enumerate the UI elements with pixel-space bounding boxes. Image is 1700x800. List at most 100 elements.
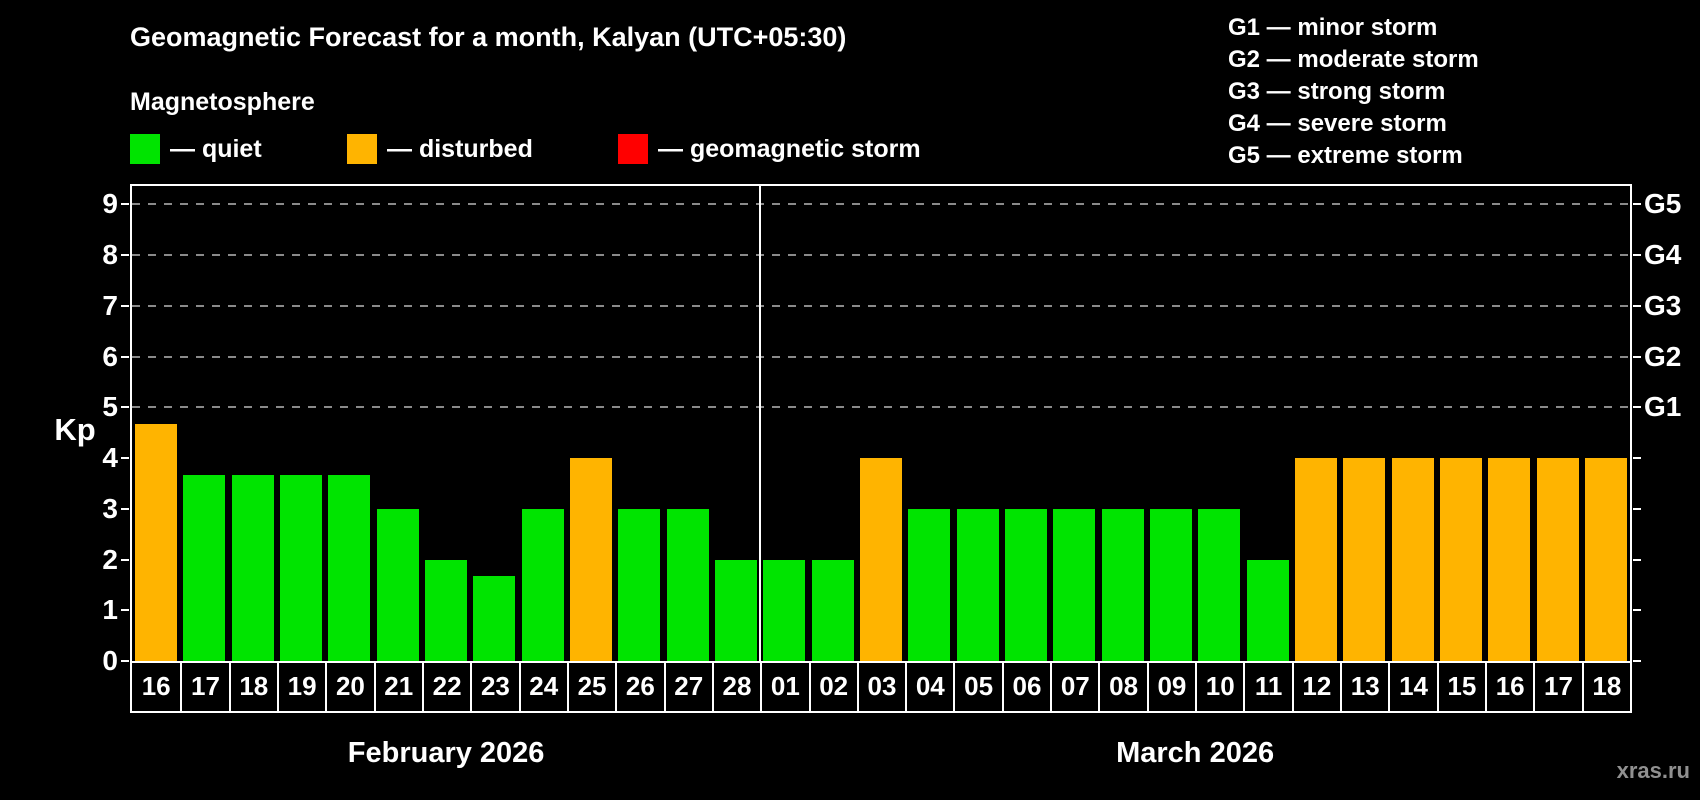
day-label: 16 — [141, 671, 171, 701]
g-level-label-g1: G1 — [1644, 391, 1682, 423]
legend-item-quiet: — quiet — [130, 133, 262, 165]
kp-bar — [570, 458, 613, 661]
y-tick-left — [121, 254, 129, 257]
day-label: 15 — [1436, 663, 1485, 711]
kp-bar — [328, 474, 371, 661]
y-tick-left — [121, 507, 129, 510]
kp-bar — [1536, 458, 1579, 661]
y-tick-right — [1633, 507, 1641, 510]
y-tick-left — [121, 457, 129, 459]
y-axis-label-5: 5 — [102, 391, 118, 423]
day-label: 19 — [276, 663, 325, 711]
day-label: 08 — [1098, 663, 1146, 711]
kp-bar — [376, 508, 419, 661]
day-label: 11 — [1243, 663, 1291, 711]
y-axis-label-7: 7 — [102, 289, 118, 321]
y-tick-right — [1633, 203, 1641, 206]
y-tick-left — [121, 609, 129, 612]
kp-bar — [715, 559, 758, 661]
y-tick-right — [1633, 457, 1641, 459]
g-legend-item: G2 — moderate storm — [1228, 46, 1479, 73]
kp-bar — [521, 508, 564, 661]
day-label: 16 — [1485, 663, 1533, 711]
y-tick-right — [1633, 254, 1641, 257]
gridline-g4 — [132, 254, 1630, 257]
g-scale-legend: G1 — minor storm G2 — moderate storm G3 — … — [1228, 12, 1479, 172]
day-label: 06 — [1001, 663, 1050, 711]
y-tick-right — [1633, 355, 1641, 358]
day-label: 27 — [663, 663, 712, 711]
y-axis-label-3: 3 — [102, 492, 118, 524]
day-label: 14 — [1388, 663, 1436, 711]
y-tick-right — [1633, 660, 1641, 662]
chart-title: Geomagnetic Forecast for a month, Kalyan… — [130, 22, 847, 52]
disturbed-label: — disturbed — [387, 135, 533, 163]
kp-bar — [1004, 508, 1047, 661]
y-tick-right — [1633, 406, 1641, 409]
day-label: 22 — [421, 663, 470, 711]
day-label: 07 — [1050, 663, 1098, 711]
g-legend-item: G1 — minor storm — [1228, 14, 1438, 41]
day-label: 20 — [325, 663, 373, 711]
day-label: 25 — [566, 663, 615, 711]
day-label: 09 — [1146, 663, 1195, 711]
gridline-g5 — [132, 203, 1630, 206]
kp-bar — [618, 508, 661, 661]
day-label: 26 — [615, 663, 663, 711]
kp-bar — [135, 424, 178, 661]
day-label: 21 — [373, 663, 422, 711]
g-level-label-g5: G5 — [1644, 188, 1682, 220]
kp-bar — [956, 508, 999, 661]
day-label: 18 — [228, 663, 277, 711]
chart-subtitle: Magnetosphere — [130, 88, 315, 116]
day-label: 04 — [905, 663, 953, 711]
y-tick-left — [121, 406, 129, 409]
gridline-g1 — [132, 406, 1630, 409]
day-axis: 16 17 18 19 20 21 22 23 24 25 26 27 28 01 02 03 04 05 06 07… — [130, 663, 1632, 713]
g-legend-item: G3 — strong storm — [1228, 78, 1446, 105]
y-tick-left — [121, 558, 129, 561]
quiet-label: — quiet — [170, 135, 262, 163]
day-label: 03 — [856, 663, 905, 711]
kp-bar — [231, 474, 274, 661]
y-axis-label-1: 1 — [102, 594, 118, 626]
y-axis-label-2: 2 — [102, 543, 118, 575]
y-tick-right — [1633, 609, 1641, 612]
day-label: 12 — [1291, 663, 1340, 711]
day-label: 17 — [180, 663, 228, 711]
day-label: 13 — [1340, 663, 1388, 711]
kp-bar — [1294, 458, 1337, 661]
kp-bar — [1053, 508, 1096, 661]
g-level-label-g3: G3 — [1644, 289, 1682, 321]
kp-bar — [1584, 458, 1627, 661]
y-tick-right — [1633, 304, 1641, 307]
kp-bar — [183, 474, 226, 661]
y-tick-left — [121, 304, 129, 307]
kp-bar — [908, 508, 951, 661]
day-label: 24 — [518, 663, 567, 711]
day-label: 28 — [711, 663, 760, 711]
y-tick-left — [121, 203, 129, 206]
kp-bar — [1343, 458, 1386, 661]
gridline-g2 — [132, 355, 1630, 358]
legend-item-storm: — geomagnetic storm — [618, 133, 921, 165]
kp-bar — [1391, 458, 1434, 661]
g-level-label-g2: G2 — [1644, 340, 1682, 372]
day-label: 17 — [1533, 663, 1581, 711]
plot-area — [130, 184, 1632, 663]
day-label: 23 — [470, 663, 518, 711]
quiet-color-swatch — [130, 134, 160, 164]
day-label: 05 — [953, 663, 1001, 711]
y-axis-label-0: 0 — [102, 645, 118, 676]
g-legend-item: G5 — extreme storm — [1228, 142, 1463, 169]
day-label: 02 — [808, 663, 857, 711]
month-label: March 2026 — [1116, 737, 1275, 769]
y-axis-label-6: 6 — [102, 340, 118, 372]
kp-bar — [860, 458, 902, 661]
watermark: xras.ru — [1616, 758, 1690, 783]
day-label: 10 — [1195, 663, 1243, 711]
month-label: February 2026 — [347, 737, 545, 769]
kp-bar — [425, 559, 468, 661]
kp-bar — [473, 576, 516, 661]
kp-bar — [811, 559, 854, 661]
